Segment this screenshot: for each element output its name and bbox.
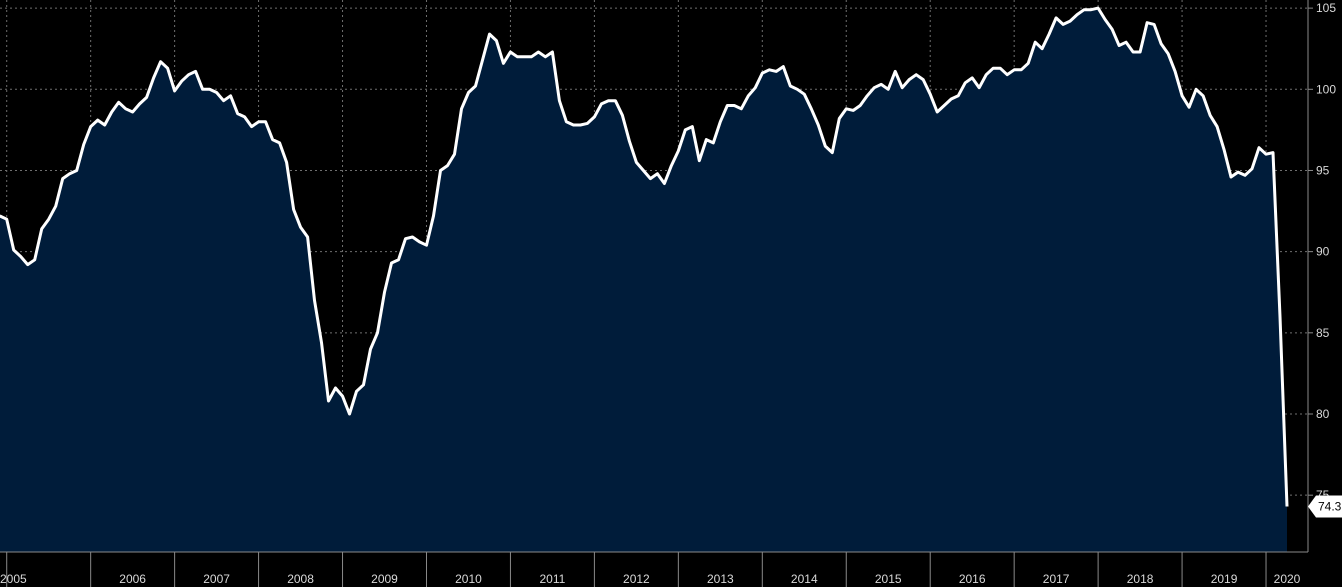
x-year-label: 2012 — [623, 572, 650, 586]
y-tick-label: 105 — [1316, 1, 1336, 15]
y-tick-label: 100 — [1316, 82, 1336, 96]
x-year-label: 2007 — [203, 572, 230, 586]
last-value-text: 74.3 — [1318, 500, 1342, 514]
series-line — [0, 6, 1289, 507]
y-tick-label: 95 — [1316, 163, 1330, 177]
x-year-label: 2018 — [1127, 572, 1154, 586]
series-area — [0, 8, 1287, 552]
last-value-label: 74.3 — [1308, 495, 1342, 518]
x-year-label: 2017 — [1043, 572, 1070, 586]
x-year-label: 2011 — [540, 572, 566, 586]
axes — [0, 0, 1309, 553]
x-year-label: 2013 — [707, 572, 734, 586]
x-year-label: 2005 — [0, 572, 27, 586]
y-tick-label: 80 — [1316, 407, 1330, 421]
x-year-label: 2010 — [455, 572, 482, 586]
x-axis-ticks: 2005 2006 2007 2008 2009 2010 2011 2012 2013 2014… — [0, 552, 1301, 587]
y-tick-label: 85 — [1316, 326, 1330, 340]
x-year-label: 2015 — [875, 572, 902, 586]
y-tick-label: 90 — [1316, 245, 1330, 259]
x-year-label: 2008 — [287, 572, 314, 586]
x-year-label: 2016 — [959, 572, 986, 586]
x-year-label: 2020 — [1274, 572, 1301, 586]
last-value-badge — [1308, 495, 1342, 518]
x-year-label: 2009 — [371, 572, 398, 586]
x-year-label: 2006 — [119, 572, 146, 586]
x-year-label: 2014 — [791, 572, 818, 586]
x-year-label: 2019 — [1211, 572, 1238, 586]
